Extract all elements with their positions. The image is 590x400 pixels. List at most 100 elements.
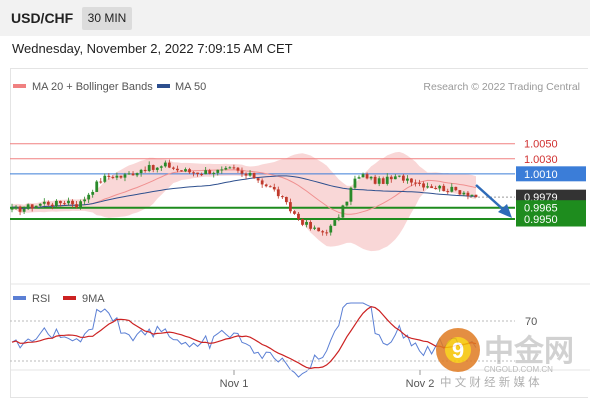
- timeframe-button[interactable]: 30 MIN: [82, 7, 132, 30]
- candle: [373, 174, 377, 185]
- candle: [228, 166, 232, 169]
- candle: [301, 218, 304, 227]
- candle: [59, 200, 62, 207]
- candle: [361, 172, 365, 178]
- candle: [107, 173, 111, 180]
- candle: [329, 224, 333, 236]
- candle: [458, 190, 462, 196]
- moving-averages: [11, 169, 477, 215]
- candle: [188, 167, 191, 175]
- candle: [14, 205, 18, 210]
- rsi-legend-swatch: [13, 296, 26, 300]
- candle: [434, 185, 438, 190]
- candle: [30, 204, 34, 212]
- candle: [337, 214, 341, 222]
- projection-arrow: [475, 184, 512, 218]
- level-label-1.0010: 1.0010: [524, 169, 558, 181]
- candle: [325, 229, 329, 236]
- candle: [159, 165, 163, 171]
- candle: [309, 220, 312, 231]
- level-label-1.0050: 1.0050: [524, 139, 558, 151]
- rsi-legend-label: RSI: [32, 293, 50, 305]
- candle: [216, 169, 220, 176]
- candle: [71, 199, 74, 208]
- candle: [466, 190, 470, 200]
- candle: [50, 202, 54, 210]
- candle: [474, 194, 478, 198]
- candle: [63, 200, 66, 205]
- candle: [248, 170, 252, 177]
- candle: [123, 172, 127, 182]
- candle: [450, 183, 454, 193]
- candle: [353, 175, 357, 190]
- candle: [176, 165, 179, 173]
- candle: [422, 181, 425, 191]
- candle: [244, 172, 248, 179]
- candle: [462, 191, 466, 197]
- candle: [196, 172, 199, 177]
- candle: [369, 176, 373, 181]
- candle: [171, 166, 175, 171]
- candle: [426, 182, 429, 189]
- watermark-logo-glyph: 9: [452, 338, 464, 363]
- top-bar: USD/CHF 30 MIN: [0, 0, 590, 36]
- candle: [418, 179, 421, 187]
- watermark-cn: 中金网: [484, 334, 574, 368]
- candle: [83, 196, 87, 205]
- candle: [236, 167, 240, 173]
- candle: [401, 174, 405, 183]
- candle: [393, 174, 397, 180]
- candle: [470, 194, 474, 198]
- candle: [180, 170, 183, 172]
- candle: [341, 204, 345, 219]
- watermark: 9 中金网 CNGOLD.COM.CN 中 文 财 经 新 媒 体: [436, 328, 574, 389]
- candle: [268, 185, 272, 188]
- candle: [349, 186, 353, 206]
- candle: [410, 178, 413, 187]
- candle: [430, 184, 434, 189]
- candle: [79, 199, 82, 210]
- chart-datetime: Wednesday, November 2, 2022 7:09:15 AM C…: [12, 41, 293, 56]
- candle: [365, 172, 369, 180]
- candle: [377, 176, 381, 187]
- candle: [293, 210, 296, 215]
- symbol-title: USD/CHF: [11, 10, 74, 26]
- candle: [212, 171, 216, 178]
- candle: [406, 175, 409, 184]
- candle: [151, 164, 155, 173]
- candle: [289, 198, 292, 214]
- x-label-nov2: Nov 2: [406, 378, 435, 390]
- level-tag-1.0010: [516, 166, 586, 182]
- candle: [147, 161, 151, 173]
- candle: [163, 160, 167, 168]
- candle: [34, 205, 38, 209]
- candle: [357, 175, 361, 179]
- candle: [208, 168, 212, 175]
- candle: [18, 205, 22, 216]
- candle: [26, 203, 30, 211]
- candle: [333, 218, 337, 226]
- candle: [345, 201, 349, 207]
- copyright-label: Research © 2022 Trading Central: [423, 81, 580, 93]
- candle: [204, 167, 208, 175]
- ma9-legend-label: 9MA: [82, 293, 105, 305]
- candle: [143, 166, 147, 173]
- rsi-lines: [11, 302, 477, 378]
- candle: [284, 196, 288, 205]
- candle: [111, 175, 115, 180]
- candle: [260, 178, 264, 188]
- candle: [115, 172, 119, 181]
- candle: [414, 179, 417, 187]
- candle: [167, 159, 171, 169]
- chart-frame: [10, 68, 588, 398]
- candle: [95, 180, 99, 193]
- candle: [385, 173, 389, 186]
- candle: [91, 189, 95, 198]
- candle: [442, 183, 446, 192]
- candle: [220, 166, 224, 174]
- rsi-level-70: 70: [525, 316, 537, 328]
- candle: [87, 192, 91, 203]
- candle: [10, 203, 14, 213]
- candle: [240, 167, 244, 177]
